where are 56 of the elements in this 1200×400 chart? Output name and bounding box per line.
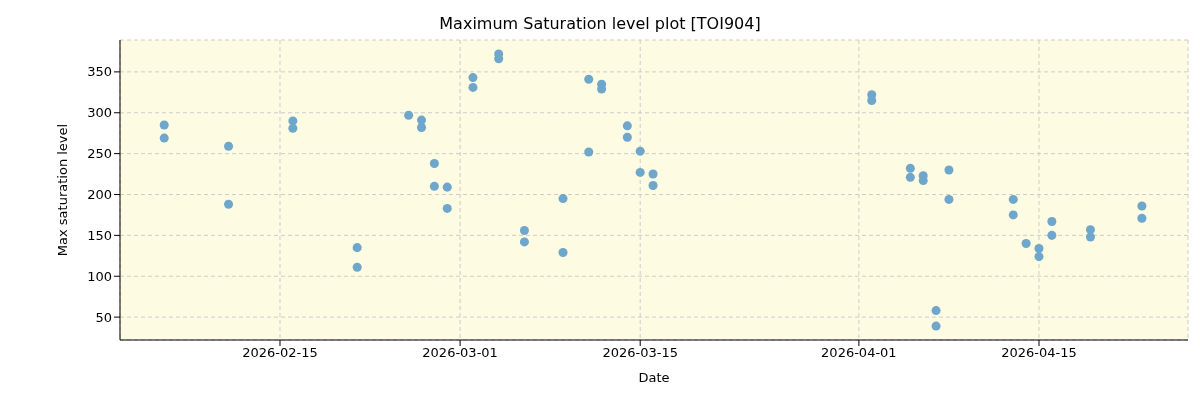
point (1021, 239, 1031, 249)
point (558, 194, 568, 204)
y-tick-label: 250 (87, 146, 112, 162)
point (224, 199, 234, 209)
point (224, 141, 234, 151)
point (429, 158, 439, 168)
point (648, 169, 658, 179)
point (288, 123, 298, 133)
point (584, 147, 594, 157)
point (1137, 201, 1147, 211)
y-tick-label: 350 (87, 64, 112, 80)
point (1008, 194, 1018, 204)
point (159, 133, 169, 143)
x-tick-label: 2026-04-15 (1001, 345, 1077, 361)
x-tick-label: 2026-04-01 (821, 345, 897, 361)
point (905, 163, 915, 173)
point (468, 73, 478, 83)
point (429, 181, 439, 191)
point (622, 132, 632, 142)
point (352, 243, 362, 253)
x-axis-title: Date (638, 370, 670, 385)
point (905, 172, 915, 182)
point (404, 110, 414, 120)
point (468, 82, 478, 92)
y-tick-label: 150 (87, 227, 112, 243)
y-tick-label: 300 (87, 105, 112, 121)
point (584, 74, 594, 84)
point (519, 225, 529, 235)
point (159, 120, 169, 130)
point (931, 321, 941, 331)
point (442, 203, 452, 213)
x-tick-label: 2026-03-01 (422, 345, 498, 361)
point (519, 237, 529, 247)
point (558, 248, 568, 258)
point (944, 194, 954, 204)
y-tick-label: 200 (87, 187, 112, 203)
y-tick-label: 100 (87, 268, 112, 284)
point (1034, 252, 1044, 262)
point (931, 306, 941, 316)
point (944, 165, 954, 175)
x-tick-label: 2026-02-15 (242, 345, 318, 361)
point (648, 181, 658, 191)
point (635, 146, 645, 156)
point (352, 262, 362, 272)
point (1047, 230, 1057, 240)
point (1008, 210, 1018, 220)
point (1137, 213, 1147, 223)
x-tick-label: 2026-03-15 (602, 345, 678, 361)
point (622, 121, 632, 131)
y-tick-label: 50 (95, 309, 112, 325)
point (1047, 216, 1057, 226)
point (635, 167, 645, 177)
chart-title: Maximum Saturation level plot [TOI904] (438, 14, 762, 33)
y-axis-title: Max saturation level (54, 123, 70, 257)
point (442, 182, 452, 192)
point (1085, 232, 1095, 242)
